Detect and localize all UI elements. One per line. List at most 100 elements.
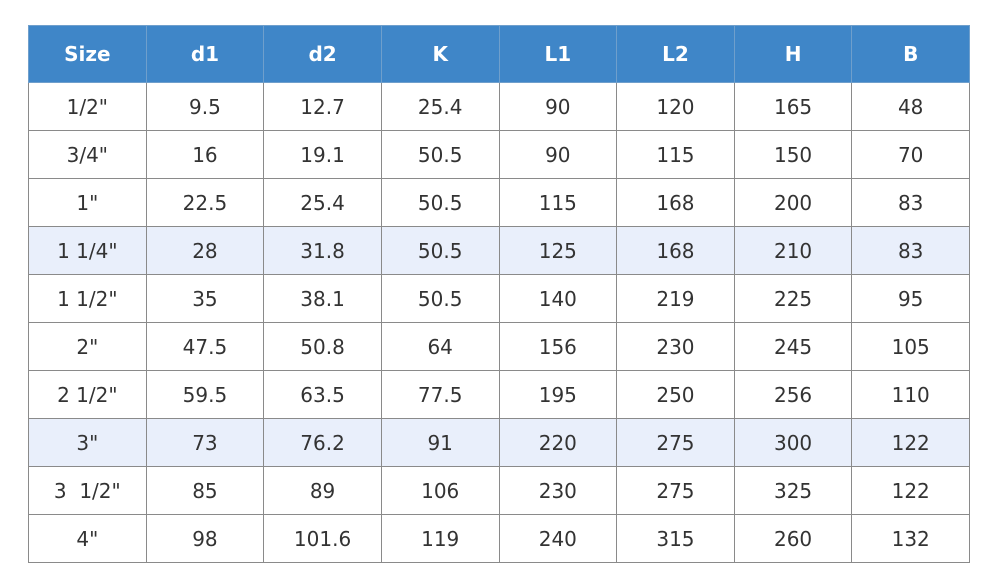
value-cell: 25.4: [380, 82, 500, 131]
value-cell: 105: [851, 322, 970, 371]
size-cell: 4": [28, 514, 147, 563]
value-cell: 225: [733, 274, 853, 323]
value-cell: 50.5: [380, 274, 500, 323]
value-cell: 50.5: [380, 226, 500, 275]
value-cell: 25.4: [263, 178, 382, 227]
header-cell: B: [851, 25, 970, 83]
table-row: 1/2" 9.5 12.7 25.4 90 120 165 48: [28, 82, 970, 131]
table-container: Size d1 d2 K L1 L2 H B 1/2" 9.5 12.7 25.4 90 120 165 4…: [28, 25, 970, 563]
table-row: 1 1/4" 28 31.8 50.5 125 168 210 83: [28, 226, 970, 275]
value-cell: 168: [616, 178, 735, 227]
value-cell: 122: [851, 466, 970, 515]
value-cell: 125: [498, 226, 618, 275]
value-cell: 156: [498, 322, 618, 371]
table-head: Size d1 d2 K L1 L2 H B: [28, 25, 970, 83]
value-cell: 16: [145, 130, 265, 179]
value-cell: 110: [851, 370, 970, 419]
value-cell: 90: [498, 82, 618, 131]
value-cell: 98: [145, 514, 265, 563]
value-cell: 219: [616, 274, 735, 323]
value-cell: 28: [145, 226, 265, 275]
value-cell: 115: [498, 178, 618, 227]
value-cell: 19.1: [263, 130, 382, 179]
table-row: 1" 22.5 25.4 50.5 115 168 200 83: [28, 178, 970, 227]
value-cell: 83: [851, 178, 970, 227]
value-cell: 76.2: [263, 418, 382, 467]
value-cell: 59.5: [145, 370, 265, 419]
header-cell: L2: [616, 25, 735, 83]
header-cell: d2: [263, 25, 382, 83]
value-cell: 50.8: [263, 322, 382, 371]
value-cell: 260: [733, 514, 853, 563]
table-row: 1 1/2" 35 38.1 50.5 140 219 225 95: [28, 274, 970, 323]
value-cell: 70: [851, 130, 970, 179]
size-cell: 2 1/2": [28, 370, 147, 419]
value-cell: 165: [733, 82, 853, 131]
value-cell: 22.5: [145, 178, 265, 227]
size-cell: 3/4": [28, 130, 147, 179]
size-cell: 1/2": [28, 82, 147, 131]
table-row: 3 1/2" 85 89 106 230 275 325 122: [28, 466, 970, 515]
value-cell: 50.5: [380, 130, 500, 179]
value-cell: 210: [733, 226, 853, 275]
size-cell: 1 1/2": [28, 274, 147, 323]
value-cell: 120: [616, 82, 735, 131]
header-cell: d1: [145, 25, 265, 83]
header-cell: Size: [28, 25, 147, 83]
value-cell: 50.5: [380, 178, 500, 227]
value-cell: 256: [733, 370, 853, 419]
value-cell: 89: [263, 466, 382, 515]
size-cell: 3 1/2": [28, 466, 147, 515]
value-cell: 77.5: [380, 370, 500, 419]
header-cell: L1: [498, 25, 618, 83]
header-cell: H: [733, 25, 853, 83]
value-cell: 73: [145, 418, 265, 467]
value-cell: 275: [616, 466, 735, 515]
value-cell: 132: [851, 514, 970, 563]
value-cell: 140: [498, 274, 618, 323]
value-cell: 119: [380, 514, 500, 563]
value-cell: 220: [498, 418, 618, 467]
header-cell: K: [380, 25, 500, 83]
size-cell: 1 1/4": [28, 226, 147, 275]
size-cell: 1": [28, 178, 147, 227]
table-row: 4" 98 101.6 119 240 315 260 132: [28, 514, 970, 563]
value-cell: 150: [733, 130, 853, 179]
value-cell: 38.1: [263, 274, 382, 323]
table-row: 2 1/2" 59.5 63.5 77.5 195 250 256 110: [28, 370, 970, 419]
table-row: 3/4" 16 19.1 50.5 90 115 150 70: [28, 130, 970, 179]
table-row: 2" 47.5 50.8 64 156 230 245 105: [28, 322, 970, 371]
value-cell: 48: [851, 82, 970, 131]
value-cell: 12.7: [263, 82, 382, 131]
value-cell: 325: [733, 466, 853, 515]
header-row: Size d1 d2 K L1 L2 H B: [28, 25, 970, 83]
value-cell: 115: [616, 130, 735, 179]
value-cell: 315: [616, 514, 735, 563]
value-cell: 200: [733, 178, 853, 227]
size-cell: 3": [28, 418, 147, 467]
value-cell: 122: [851, 418, 970, 467]
value-cell: 95: [851, 274, 970, 323]
value-cell: 64: [380, 322, 500, 371]
value-cell: 90: [498, 130, 618, 179]
value-cell: 85: [145, 466, 265, 515]
value-cell: 91: [380, 418, 500, 467]
value-cell: 168: [616, 226, 735, 275]
value-cell: 250: [616, 370, 735, 419]
value-cell: 83: [851, 226, 970, 275]
value-cell: 63.5: [263, 370, 382, 419]
value-cell: 245: [733, 322, 853, 371]
spec-table: Size d1 d2 K L1 L2 H B 1/2" 9.5 12.7 25.4 90 120 165 4…: [28, 25, 970, 563]
value-cell: 240: [498, 514, 618, 563]
table-row: 3" 73 76.2 91 220 275 300 122: [28, 418, 970, 467]
value-cell: 35: [145, 274, 265, 323]
table-body: 1/2" 9.5 12.7 25.4 90 120 165 48 3/4" 16 19.1 50.5 9…: [28, 82, 970, 563]
value-cell: 195: [498, 370, 618, 419]
value-cell: 101.6: [263, 514, 382, 563]
value-cell: 106: [380, 466, 500, 515]
value-cell: 300: [733, 418, 853, 467]
value-cell: 230: [498, 466, 618, 515]
value-cell: 47.5: [145, 322, 265, 371]
value-cell: 31.8: [263, 226, 382, 275]
